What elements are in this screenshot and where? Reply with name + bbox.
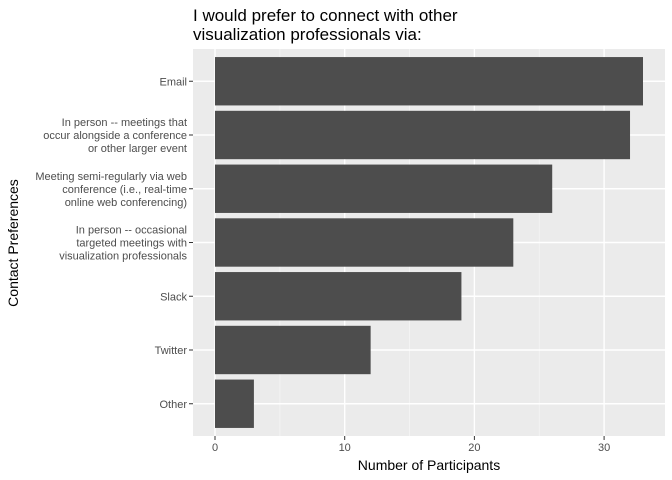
x-axis-ticks: 0 10 20 30 [212,436,610,454]
bar [215,164,553,213]
y-tick-label: Slack [160,291,187,303]
y-tick-label-line: targeted meetings with [76,238,187,250]
y-axis-title: Contact Preferences [5,179,21,307]
bar [215,272,462,321]
chart-title-line-1: I would prefer to connect with other [193,6,458,25]
bar [215,110,631,160]
y-tick-label: Meeting semi-regularly via web conference… [35,171,187,209]
y-tick-label-line: Meeting semi-regularly via web [35,171,187,183]
chart-title-line-2: visualization professionals via: [193,25,422,44]
y-tick-label: In person -- meetings that occur alongsid… [43,117,187,155]
y-tick-label-line: In person -- meetings that [62,117,187,129]
y-tick-label-line: Email [159,76,187,88]
x-tick-label: 10 [339,442,351,454]
y-axis-ticks: Email In person -- meetings that occur alo… [35,76,193,411]
x-axis-title: Number of Participants [358,457,500,473]
bar [215,379,254,428]
x-tick-label: 0 [212,442,218,454]
y-tick-label-line: In person -- occasional [76,225,187,237]
y-tick-label-line: conference (i.e., real-time [62,184,187,196]
bar [215,325,371,375]
x-tick-label: 30 [598,442,610,454]
y-tick-label: Other [159,399,187,411]
y-tick-label-line: Other [159,399,187,411]
y-tick-label: Twitter [155,345,188,357]
y-tick-label: In person -- occasional targeted meetings… [59,225,187,263]
x-tick-label: 20 [468,442,480,454]
bar [215,57,643,106]
y-tick-label-line: or other larger event [88,143,187,155]
y-tick-label-line: online web conferencing) [65,197,187,209]
y-tick-label-line: Twitter [155,345,188,357]
y-tick-label-line: occur alongside a conference [43,130,187,142]
y-tick-label: Email [159,76,187,88]
y-tick-label-line: visualization professionals [59,251,187,263]
bar [215,218,514,267]
bars [215,57,643,428]
y-tick-label-line: Slack [160,291,187,303]
